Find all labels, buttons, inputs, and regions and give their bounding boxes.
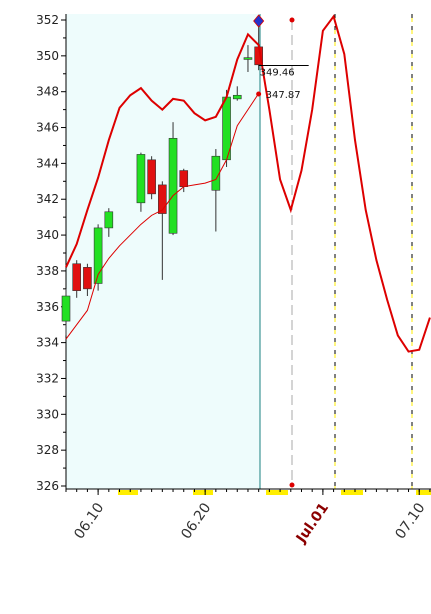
weekend-marker (341, 490, 363, 495)
candle-body (136, 154, 146, 204)
annotation-dot (256, 91, 262, 97)
line-series (65, 14, 431, 353)
candle-body (168, 137, 178, 234)
candle-body (147, 159, 156, 195)
candle-body (83, 267, 92, 290)
line-series (65, 93, 260, 340)
y-tick-label: 330 (36, 407, 59, 421)
y-tick-label: 338 (36, 264, 59, 278)
weekend-marker (266, 490, 288, 495)
candle-body (211, 155, 221, 191)
candle-body (93, 227, 103, 284)
y-tick-label: 350 (36, 49, 59, 63)
x-tick-label: 06.20 (178, 500, 214, 542)
annotation-label: 349.46 (260, 68, 295, 79)
y-tick-label: 342 (36, 192, 59, 206)
y-tick-label: 348 (36, 85, 59, 99)
x-tick-label: 06.10 (71, 500, 107, 542)
weekend-marker (416, 490, 431, 495)
x-tick-label: Jul.01 (293, 500, 332, 547)
y-tick-label: 328 (36, 443, 59, 457)
y-tick-label: 332 (36, 371, 59, 385)
weekend-marker (193, 490, 213, 495)
marker-dot (289, 482, 295, 488)
y-tick-label: 326 (36, 479, 59, 493)
y-tick-label: 334 (36, 336, 59, 350)
y-tick-label: 340 (36, 228, 59, 242)
y-tick-label: 346 (36, 121, 59, 135)
candle-body (179, 170, 189, 187)
candle-body (61, 295, 71, 322)
candle-body (243, 57, 253, 60)
weekend-marker (118, 490, 138, 495)
annotation-label: 347.87 (266, 90, 301, 101)
current-marker (253, 14, 265, 28)
weekend-markers (118, 490, 431, 495)
candle-body (72, 263, 82, 291)
marker-dot (289, 17, 295, 23)
y-tick-label: 352 (36, 13, 59, 27)
candle-body (158, 184, 167, 214)
y-tick-label: 344 (36, 156, 59, 170)
candle-body (232, 94, 242, 100)
candle-body (104, 211, 114, 229)
y-tick-label: 336 (36, 300, 59, 314)
x-tick-label: 07.10 (392, 500, 428, 542)
